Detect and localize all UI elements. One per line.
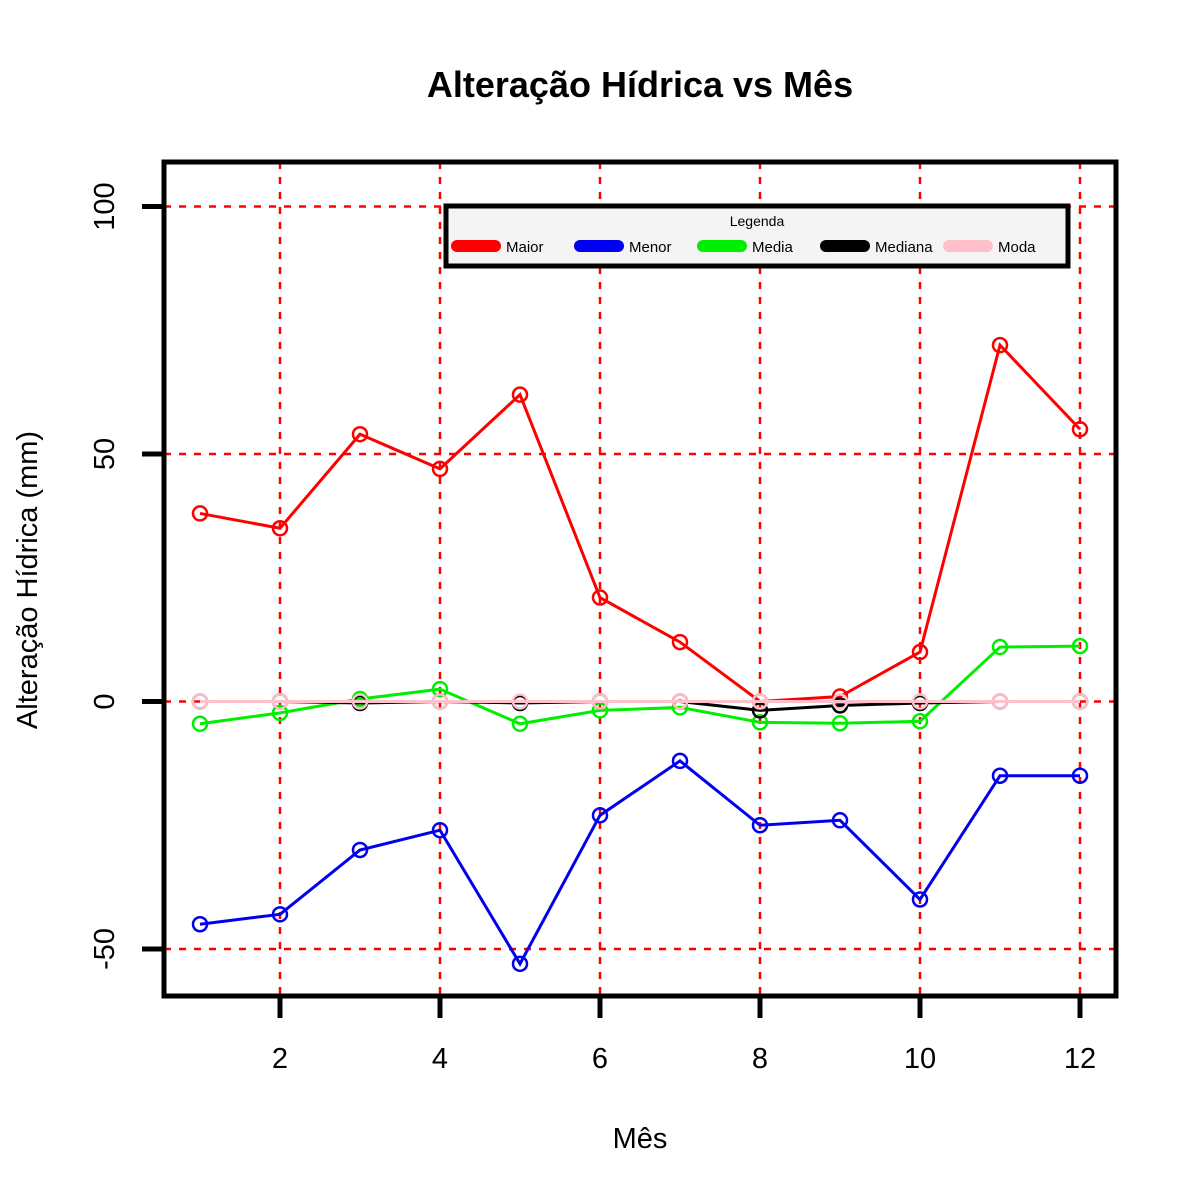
series-media [191,637,1089,733]
data-point [511,955,529,973]
series-maior [191,336,1089,710]
data-point [351,841,369,859]
y-tick-label: 50 [89,438,121,470]
data-point [591,589,609,606]
data-point [991,767,1009,784]
y-tick-label: 0 [89,693,121,709]
data-point [671,752,689,770]
legend-label: Moda [998,239,1036,256]
series-line [199,342,1082,704]
data-point [671,693,689,710]
data-point [271,906,289,923]
data-point [271,704,289,722]
x-axis-label: Mês [613,1123,668,1155]
legend-label: Mediana [875,239,933,256]
data-point [1071,693,1089,710]
data-point [991,693,1009,710]
legend: Legenda Maior Menor Media Mediana Moda [443,203,1071,269]
series-layer [191,336,1089,973]
data-point [991,638,1009,656]
chart-title: Alteração Hídrica vs Mês [427,64,853,105]
data-point [191,693,209,710]
data-point [1071,637,1089,655]
data-point [831,693,849,710]
x-tick-label: 10 [904,1043,936,1075]
data-point [591,693,609,710]
data-point [911,693,929,710]
data-point [911,713,929,730]
x-axis: 2 4 6 8 10 12 [272,996,1096,1075]
x-tick-label: 8 [752,1043,768,1075]
data-point [831,812,849,829]
legend-label: Menor [629,239,672,256]
data-point [991,336,1009,354]
legend-box [443,203,1071,269]
grid [164,162,1116,996]
y-tick-label: -50 [89,928,121,970]
x-tick-label: 4 [432,1043,448,1075]
data-point [751,702,769,719]
y-axis-label: Alteração Hídrica (mm) [12,431,44,729]
data-point [831,715,849,732]
series-moda [191,693,1089,710]
data-point [911,643,929,661]
data-point [431,821,449,839]
x-tick-label: 2 [272,1043,288,1075]
data-point [511,693,529,710]
data-point [271,693,289,710]
data-point [911,891,929,908]
data-point [351,425,369,443]
data-point [751,816,769,834]
data-point [751,693,769,710]
data-point [751,714,769,731]
data-point [591,702,609,719]
data-point [1071,421,1089,438]
legend-label: Maior [506,239,544,256]
data-point [191,915,209,933]
data-point [191,505,209,522]
data-point [431,693,449,710]
data-point [831,688,849,705]
data-point [191,715,209,733]
series-menor [191,752,1089,973]
data-point [511,715,529,733]
series-line [199,644,1081,726]
plot-frame [161,159,1119,999]
data-point [351,693,369,710]
y-tick-label: 100 [89,182,121,230]
data-point [431,680,449,698]
data-point [271,520,289,537]
x-tick-label: 6 [592,1043,608,1075]
data-point [1071,767,1089,784]
legend-title: Legenda [730,213,785,229]
x-tick-label: 12 [1064,1043,1096,1075]
data-point [511,386,529,403]
data-point [591,807,609,824]
data-point [431,460,449,478]
data-point [671,633,689,651]
y-axis: -50 0 50 100 [89,182,164,970]
series-line [199,759,1080,967]
legend-label: Media [752,239,794,256]
